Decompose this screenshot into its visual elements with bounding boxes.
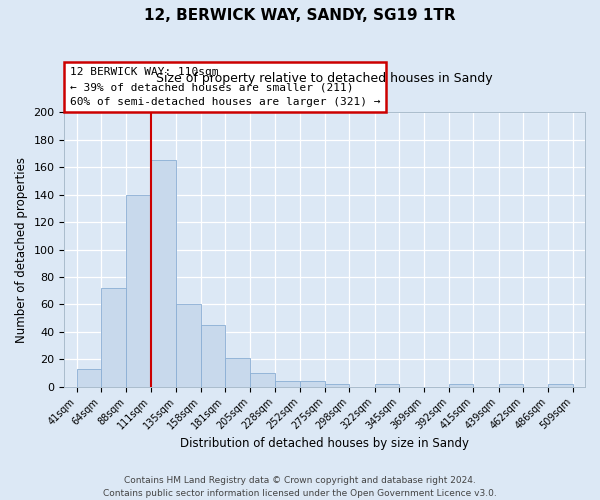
X-axis label: Distribution of detached houses by size in Sandy: Distribution of detached houses by size … [180,437,469,450]
Bar [449,384,473,386]
Bar [499,384,523,386]
Bar [548,384,573,386]
Y-axis label: Number of detached properties: Number of detached properties [15,156,28,342]
Bar [275,381,301,386]
Bar [151,160,176,386]
Bar [301,381,325,386]
Text: 12, BERWICK WAY, SANDY, SG19 1TR: 12, BERWICK WAY, SANDY, SG19 1TR [144,8,456,22]
Bar [374,384,399,386]
Bar [200,325,225,386]
Bar [127,194,151,386]
Text: 12 BERWICK WAY: 110sqm
← 39% of detached houses are smaller (211)
60% of semi-de: 12 BERWICK WAY: 110sqm ← 39% of detached… [70,67,380,107]
Bar [325,384,349,386]
Title: Size of property relative to detached houses in Sandy: Size of property relative to detached ho… [157,72,493,85]
Text: Contains HM Land Registry data © Crown copyright and database right 2024.
Contai: Contains HM Land Registry data © Crown c… [103,476,497,498]
Bar [77,369,101,386]
Bar [101,288,127,386]
Bar [176,304,200,386]
Bar [250,373,275,386]
Bar [225,358,250,386]
